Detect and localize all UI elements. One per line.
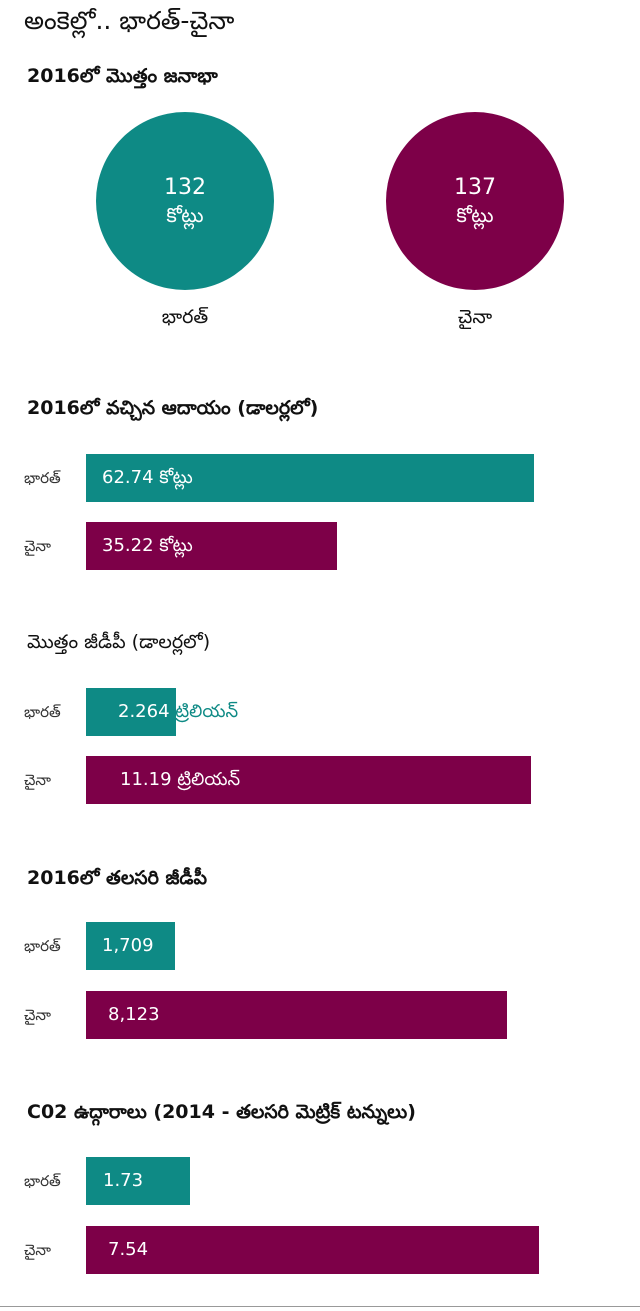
china-population-unit: కోట్లు bbox=[456, 203, 494, 227]
india-population-unit: కోట్లు bbox=[166, 203, 204, 227]
chart-title: 2016లో వచ్చిన ఆదాయం (డాలర్లలో) bbox=[27, 397, 319, 419]
bar-category-label: చైనా bbox=[24, 537, 51, 555]
china-population-label: చైనా bbox=[457, 306, 493, 328]
bar bbox=[86, 922, 175, 970]
bar-category-label: చైనా bbox=[24, 1006, 51, 1024]
india-population-circle: 132 కోట్లు bbox=[96, 112, 274, 290]
bar-value-label: 2.264 ట్రిలియన్ bbox=[118, 701, 239, 722]
bar bbox=[86, 522, 337, 570]
bar-category-label: భారత్ bbox=[24, 1172, 61, 1190]
bar bbox=[86, 1226, 539, 1274]
china-population-value: 137 bbox=[454, 175, 496, 200]
bar bbox=[86, 688, 176, 736]
bar-value-label: 8,123 bbox=[108, 1004, 160, 1025]
chart-title: మొత్తం జీడీపీ (డాలర్లలో) bbox=[27, 631, 211, 653]
bar-value-label: 11.19 ట్రిలియన్ bbox=[120, 769, 241, 790]
page-title: అంకెల్లో.. భారత్-చైనా bbox=[24, 6, 235, 35]
bar bbox=[86, 991, 507, 1039]
bar-value-label: 62.74 కోట్లు bbox=[102, 467, 193, 488]
bar-value-label: 1.73 bbox=[103, 1170, 144, 1191]
bottom-divider bbox=[0, 1306, 640, 1307]
bar-value-label: 1,709 bbox=[102, 935, 154, 956]
chart-title: C02 ఉద్గారాలు (2014 - తలసరి మెట్రిక్ టన్… bbox=[27, 1101, 416, 1123]
bar-category-label: చైనా bbox=[24, 771, 51, 789]
bar-category-label: భారత్ bbox=[24, 469, 61, 487]
bar-value-label: 7.54 bbox=[108, 1239, 149, 1260]
india-population-value: 132 bbox=[164, 175, 206, 200]
india-population-label: భారత్ bbox=[161, 306, 209, 328]
population-title: 2016లో మొత్తం జనాభా bbox=[27, 65, 218, 87]
chart-title: 2016లో తలసరి జీడీపీ bbox=[27, 867, 207, 889]
bar bbox=[86, 454, 534, 502]
bar bbox=[86, 756, 531, 804]
china-population-circle: 137 కోట్లు bbox=[386, 112, 564, 290]
bar bbox=[86, 1157, 190, 1205]
bar-value-label: 35.22 కోట్లు bbox=[102, 535, 193, 556]
bar-category-label: భారత్ bbox=[24, 703, 61, 721]
bar-category-label: భారత్ bbox=[24, 937, 61, 955]
bar-category-label: చైనా bbox=[24, 1241, 51, 1259]
